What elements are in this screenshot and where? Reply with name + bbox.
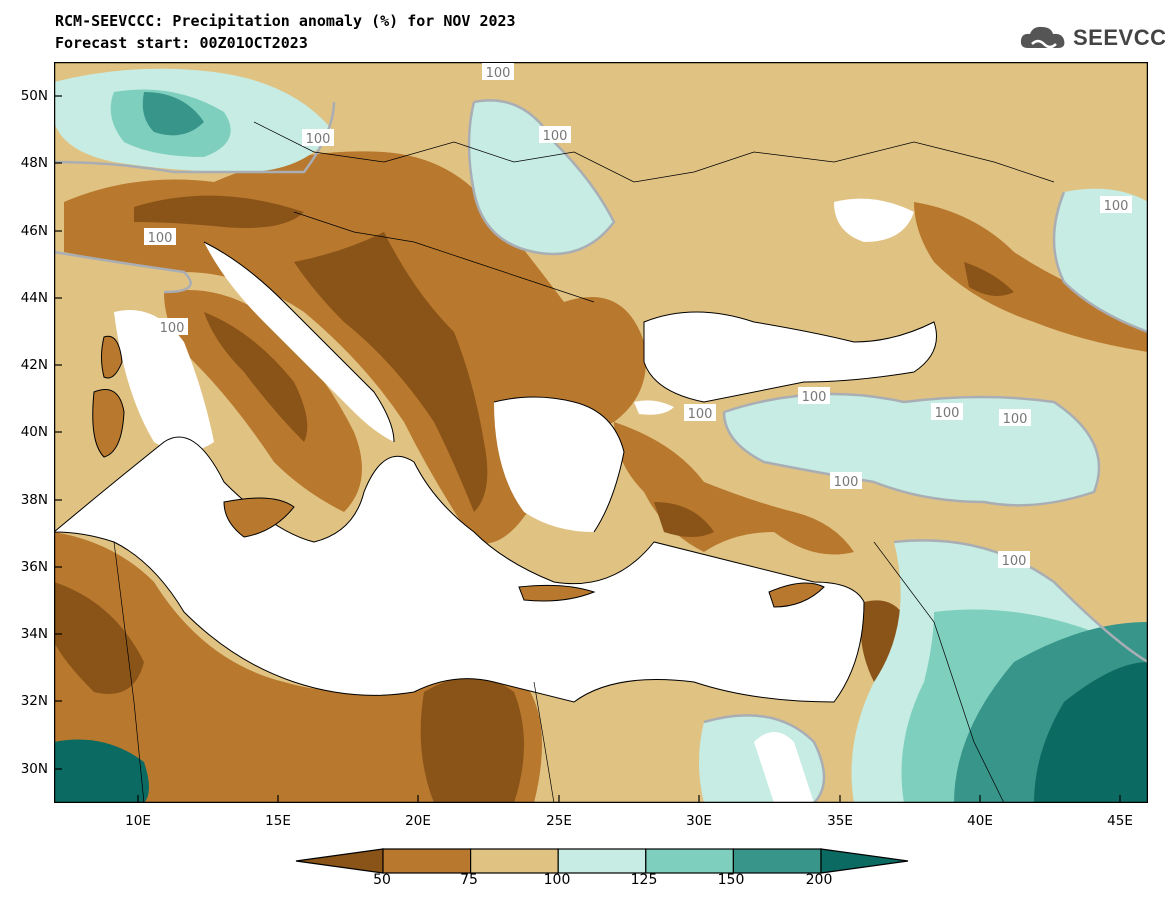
- contour-label: 100: [834, 475, 859, 490]
- title-line-1: RCM-SEEVCCC: Precipitation anomaly (%) f…: [55, 12, 516, 30]
- coastlines-borders: [54, 121, 1055, 803]
- colorbar-arrow-high: [820, 848, 909, 874]
- island-sicily: [223, 497, 295, 538]
- anomaly-band-alps-dark: [134, 195, 304, 228]
- lon-label: 35E: [827, 813, 853, 829]
- lon-label: 30E: [686, 813, 712, 829]
- colorbar-arrow-low: [295, 848, 384, 874]
- contour-label: 100: [802, 390, 827, 405]
- contour-label: 100: [1002, 554, 1027, 569]
- island-corsica: [101, 335, 123, 379]
- lat-label: 42N: [20, 357, 48, 373]
- lat-label: 44N: [20, 290, 48, 306]
- colorbar-swatch: [470, 848, 559, 874]
- sea-mediterranean: [54, 437, 864, 702]
- anomaly-band-north-teal: [469, 100, 614, 254]
- colorbar-label: 125: [630, 872, 658, 888]
- contour-label: 100: [1003, 412, 1028, 427]
- lon-label: 40E: [967, 813, 993, 829]
- anomaly-band-northeast-teal: [1054, 188, 1148, 332]
- colorbar-swatch: [557, 848, 647, 874]
- anomaly-band-deep-teal-east: [1034, 662, 1148, 803]
- colorbar-label: 200: [805, 872, 833, 888]
- anomaly-band-italy: [164, 290, 362, 512]
- sea-adriatic: [204, 242, 394, 442]
- contour-label: 100: [148, 231, 173, 246]
- sea-tyrrhenian: [114, 310, 214, 452]
- anomaly-band-dark-balkans: [294, 232, 488, 512]
- lat-label: 46N: [20, 223, 48, 239]
- contour-label: 100: [1104, 199, 1129, 214]
- lat-label: 36N: [20, 559, 48, 575]
- lon-label: 20E: [405, 813, 431, 829]
- anomaly-band-caucasus: [914, 202, 1148, 352]
- contour-label: 100: [935, 406, 960, 421]
- lon-label: 10E: [125, 813, 151, 829]
- island-cyprus: [768, 582, 825, 608]
- colorbar-swatch: [382, 848, 472, 874]
- lat-label: 32N: [20, 693, 48, 709]
- sea-aegean: [494, 397, 624, 532]
- colorbar-swatch: [732, 848, 822, 874]
- lat-label: 34N: [20, 626, 48, 642]
- anomaly-map: 100 100 100 100 100 100 100 100 100 100 …: [53, 61, 1149, 804]
- cloud-icon: [1020, 26, 1065, 49]
- lat-label: 38N: [20, 492, 48, 508]
- lat-label: 30N: [20, 761, 48, 777]
- contour-label: 100: [486, 66, 511, 81]
- colorbar-label: 75: [460, 872, 478, 888]
- lat-label: 50N: [20, 88, 48, 104]
- anomaly-band-caucasus-dark: [964, 262, 1014, 296]
- contour-label: 100: [160, 321, 185, 336]
- anomaly-band-libya-dark: [420, 677, 524, 803]
- lat-label: 40N: [20, 424, 48, 440]
- anomaly-band-north-africa: [54, 532, 542, 803]
- contour-labels: 100 100 100 100 100 100 100 100 100 100 …: [144, 63, 1132, 569]
- island-crete: [518, 584, 596, 602]
- contour-label: 100: [543, 129, 568, 144]
- axis-ticks: [54, 95, 1121, 803]
- title-line-2: Forecast start: 00Z01OCT2023: [55, 34, 308, 52]
- colorbar-label: 50: [373, 872, 391, 888]
- sea-red: [754, 732, 814, 803]
- anomaly-band-anatolia-dark: [654, 502, 714, 537]
- contour-label: 100: [306, 132, 331, 147]
- map-panel: 100 100 100 100 100 100 100 100 100 100 …: [53, 61, 1149, 804]
- colorbar-label: 150: [717, 872, 745, 888]
- colorbar-label: 100: [543, 872, 571, 888]
- sea-marmara: [634, 400, 674, 415]
- anomaly-band-dark-teal-sw: [54, 739, 149, 803]
- contour-label: 100: [688, 407, 713, 422]
- lat-label: 48N: [20, 155, 48, 171]
- island-sardinia: [92, 389, 125, 458]
- lon-label: 25E: [546, 813, 572, 829]
- colorbar-swatch: [645, 848, 734, 874]
- sea-black: [644, 312, 937, 402]
- seevccc-logo: SEEVCCC: [1018, 22, 1165, 54]
- sea-azov: [834, 198, 914, 242]
- anomaly-band-italy-dark: [204, 312, 308, 442]
- logo-text: SEEVCCC: [1073, 25, 1165, 50]
- anomaly-band-tunisia-dark: [54, 582, 144, 694]
- lon-label: 15E: [265, 813, 291, 829]
- lon-label: 45E: [1107, 813, 1133, 829]
- anomaly-band-dark-teal-west: [142, 92, 204, 136]
